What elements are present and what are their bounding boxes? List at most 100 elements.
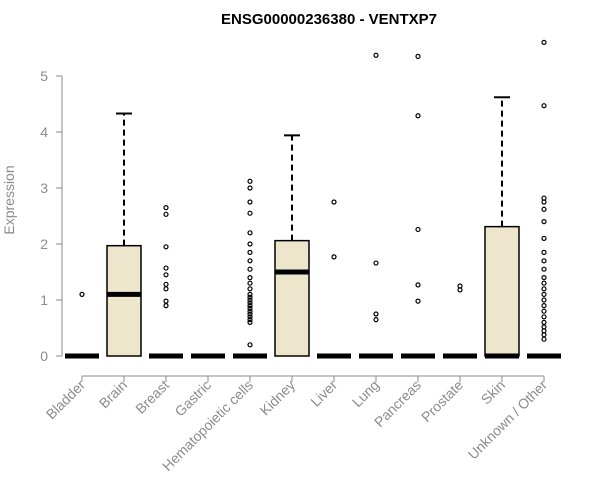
outlier-point: [457, 283, 463, 289]
y-tick-label: 4: [40, 124, 48, 140]
outlier-point: [541, 319, 547, 325]
outlier-point: [163, 286, 169, 292]
axes: 0 1 2 3 4 5: [40, 68, 544, 377]
outlier-point: [163, 303, 169, 309]
box-rect: [274, 239, 310, 357]
x-tick-label: Kidney: [257, 377, 299, 419]
outlier-point: [163, 211, 169, 217]
outlier-point: [247, 249, 253, 255]
outlier-point: [163, 281, 169, 287]
outlier-point: [163, 205, 169, 211]
outlier-point: [541, 249, 547, 255]
box-skin: [484, 96, 520, 359]
box-brain: [106, 112, 142, 357]
outlier-point: [415, 53, 421, 60]
y-axis-label: Expression: [1, 165, 17, 234]
x-tick-label: Bladder: [43, 377, 89, 423]
outlier-point: [247, 297, 253, 303]
outlier-point: [541, 336, 547, 342]
y-tick-label: 1: [40, 292, 48, 308]
box-kidney: [274, 134, 310, 357]
box-hematopoietic-cells: [233, 178, 267, 359]
outlier-point: [247, 185, 253, 191]
outlier-point: [331, 199, 337, 205]
outlier-point: [247, 314, 253, 320]
outlier-point: [373, 260, 379, 266]
outlier-point: [247, 199, 253, 205]
box-prostate: [443, 283, 477, 359]
outlier-point: [163, 265, 169, 271]
outlier-point: [541, 235, 547, 241]
outlier-point: [247, 210, 253, 216]
outlier-point: [247, 317, 253, 323]
outlier-point: [541, 275, 547, 281]
outlier-point: [247, 311, 253, 317]
x-tick-label: Lung: [349, 377, 382, 410]
outlier-point: [247, 294, 253, 300]
outlier-point: [541, 286, 547, 292]
outlier-point: [79, 291, 85, 297]
box-pancreas: [401, 53, 435, 359]
box-rect: [106, 244, 142, 357]
outlier-point: [247, 275, 253, 281]
outlier-point: [247, 319, 253, 325]
outlier-point: [247, 286, 253, 292]
outlier-point: [163, 298, 169, 304]
outlier-point: [373, 317, 379, 323]
box-lung: [359, 52, 393, 359]
outlier-point: [541, 258, 547, 264]
outlier-point: [247, 258, 253, 264]
box-liver: [317, 199, 351, 359]
outlier-point: [247, 342, 253, 348]
outlier-point: [541, 266, 547, 272]
y-tick-label: 2: [40, 236, 48, 252]
outlier-point: [415, 298, 421, 304]
outlier-point: [415, 282, 421, 288]
outlier-point: [247, 266, 253, 272]
outlier-point: [247, 241, 253, 247]
outlier-point: [415, 113, 421, 119]
outlier-point: [541, 303, 547, 309]
x-tick-label: Liver: [307, 377, 340, 410]
outlier-point: [373, 311, 379, 317]
x-tick-label: Brain: [96, 377, 130, 411]
outlier-point: [373, 52, 379, 58]
x-tick-label: Pancreas: [371, 377, 424, 430]
outlier-point: [247, 178, 253, 184]
outlier-point: [247, 305, 253, 311]
x-tick-label: Breast: [132, 377, 172, 417]
outlier-point: [247, 303, 253, 309]
outlier-point: [541, 297, 547, 303]
box-series: [65, 39, 561, 359]
x-tick-label: Prostate: [418, 377, 466, 425]
box-breast: [149, 205, 183, 359]
outlier-point: [541, 219, 547, 225]
outlier-point: [163, 244, 169, 250]
y-tick-label: 0: [40, 348, 48, 364]
outlier-point: [247, 308, 253, 314]
outlier-point: [331, 254, 337, 260]
outlier-point: [541, 314, 547, 320]
y-tick-label: 3: [40, 180, 48, 196]
chart-title: ENSG00000236380 - VENTXP7: [221, 11, 437, 28]
outlier-point: [541, 103, 547, 109]
outlier-point: [247, 280, 253, 286]
outlier-point: [541, 280, 547, 286]
box-bladder: [65, 291, 99, 359]
y-tick-label: 5: [40, 68, 48, 84]
box-unknown-other: [527, 39, 561, 359]
outlier-point: [247, 291, 253, 297]
outlier-point: [541, 39, 547, 46]
outlier-point: [541, 206, 547, 212]
outlier-point: [541, 195, 547, 201]
outlier-point: [247, 230, 253, 236]
outlier-point: [163, 272, 169, 278]
outlier-point: [541, 308, 547, 314]
x-tick-label: Skin: [478, 377, 509, 408]
outlier-point: [247, 300, 253, 306]
box-rect: [484, 225, 520, 357]
outlier-point: [541, 291, 547, 297]
outlier-point: [415, 226, 421, 233]
